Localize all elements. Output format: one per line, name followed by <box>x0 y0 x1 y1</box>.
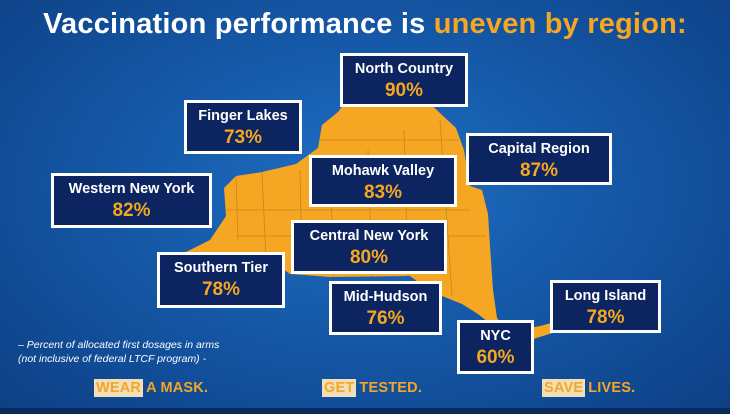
region-box: Mid-Hudson 76% <box>329 281 442 335</box>
slogan-save-lives: SAVE LIVES. <box>542 379 636 397</box>
region-percent: 83% <box>363 182 403 203</box>
slogan-rest: TESTED. <box>359 380 423 396</box>
region-percent: 76% <box>366 308 405 329</box>
region-percent: 87% <box>519 160 559 181</box>
region-percent: 60% <box>476 347 515 368</box>
region-box: NYC 60% <box>457 320 534 374</box>
region-name: Long Island <box>564 288 647 304</box>
region-box: Finger Lakes 73% <box>184 100 302 154</box>
region-box: Southern Tier 78% <box>157 252 285 308</box>
slogan-highlight: GET <box>322 379 357 397</box>
region-percent: 90% <box>384 80 424 101</box>
headline-accent: uneven by region: <box>433 8 687 40</box>
footnote: – Percent of allocated first dosages in … <box>18 338 288 366</box>
region-percent: 73% <box>223 127 263 148</box>
bottom-bar <box>0 408 730 414</box>
region-name: North Country <box>354 61 454 77</box>
region-box: Long Island 78% <box>550 280 661 333</box>
region-percent: 78% <box>586 307 625 328</box>
region-percent: 78% <box>201 279 241 300</box>
region-percent: 80% <box>349 247 389 268</box>
region-name: Southern Tier <box>174 260 268 276</box>
region-name: Western New York <box>68 181 195 197</box>
footnote-line: – Percent of allocated first dosages in … <box>18 339 220 351</box>
region-name: Mid-Hudson <box>343 289 428 305</box>
slogan-wear-a-mask: WEAR A MASK. <box>94 379 209 397</box>
region-box: Mohawk Valley 83% <box>309 155 457 207</box>
region-box: North Country 90% <box>340 53 468 107</box>
slogan-get-tested: GET TESTED. <box>322 379 423 397</box>
region-box: Central New York 80% <box>291 220 447 274</box>
footnote-line: (not inclusive of federal LTCF program) … <box>18 353 207 365</box>
headline: Vaccination performance is uneven by reg… <box>0 8 730 41</box>
slogan-rest: LIVES. <box>588 380 636 396</box>
region-name: Mohawk Valley <box>331 163 435 179</box>
slogan-highlight: SAVE <box>542 379 586 397</box>
region-box: Western New York 82% <box>51 173 212 228</box>
region-name: Capital Region <box>488 141 590 157</box>
region-name: Central New York <box>309 228 429 244</box>
region-name: NYC <box>480 328 511 344</box>
region-name: Finger Lakes <box>198 108 288 124</box>
slogan-rest: A MASK. <box>146 380 209 396</box>
slogan-highlight: WEAR <box>94 379 144 397</box>
headline-prefix: Vaccination performance is <box>43 8 426 40</box>
region-box: Capital Region 87% <box>466 133 612 185</box>
region-percent: 82% <box>112 200 151 221</box>
